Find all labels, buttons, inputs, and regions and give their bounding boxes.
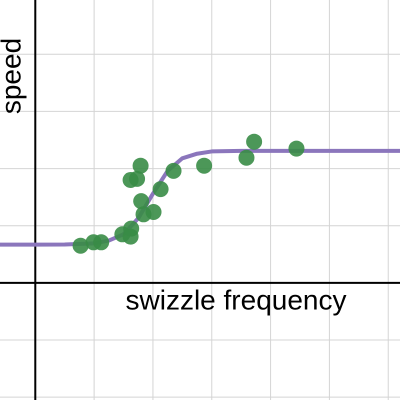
data-point xyxy=(132,157,149,174)
data-point xyxy=(145,204,162,220)
data-point xyxy=(93,234,110,251)
data-point xyxy=(196,157,213,174)
data-point xyxy=(152,181,169,198)
data-point xyxy=(72,237,89,254)
data-point xyxy=(123,220,140,237)
data-point xyxy=(133,193,150,210)
x-axis-label: swizzle frequency xyxy=(126,284,347,315)
data-point xyxy=(288,140,305,157)
y-axis-label: speed xyxy=(0,38,26,114)
data-point xyxy=(129,170,146,187)
marks xyxy=(0,133,400,254)
data-point xyxy=(246,133,263,150)
data-point xyxy=(238,149,255,166)
data-point xyxy=(165,162,182,179)
